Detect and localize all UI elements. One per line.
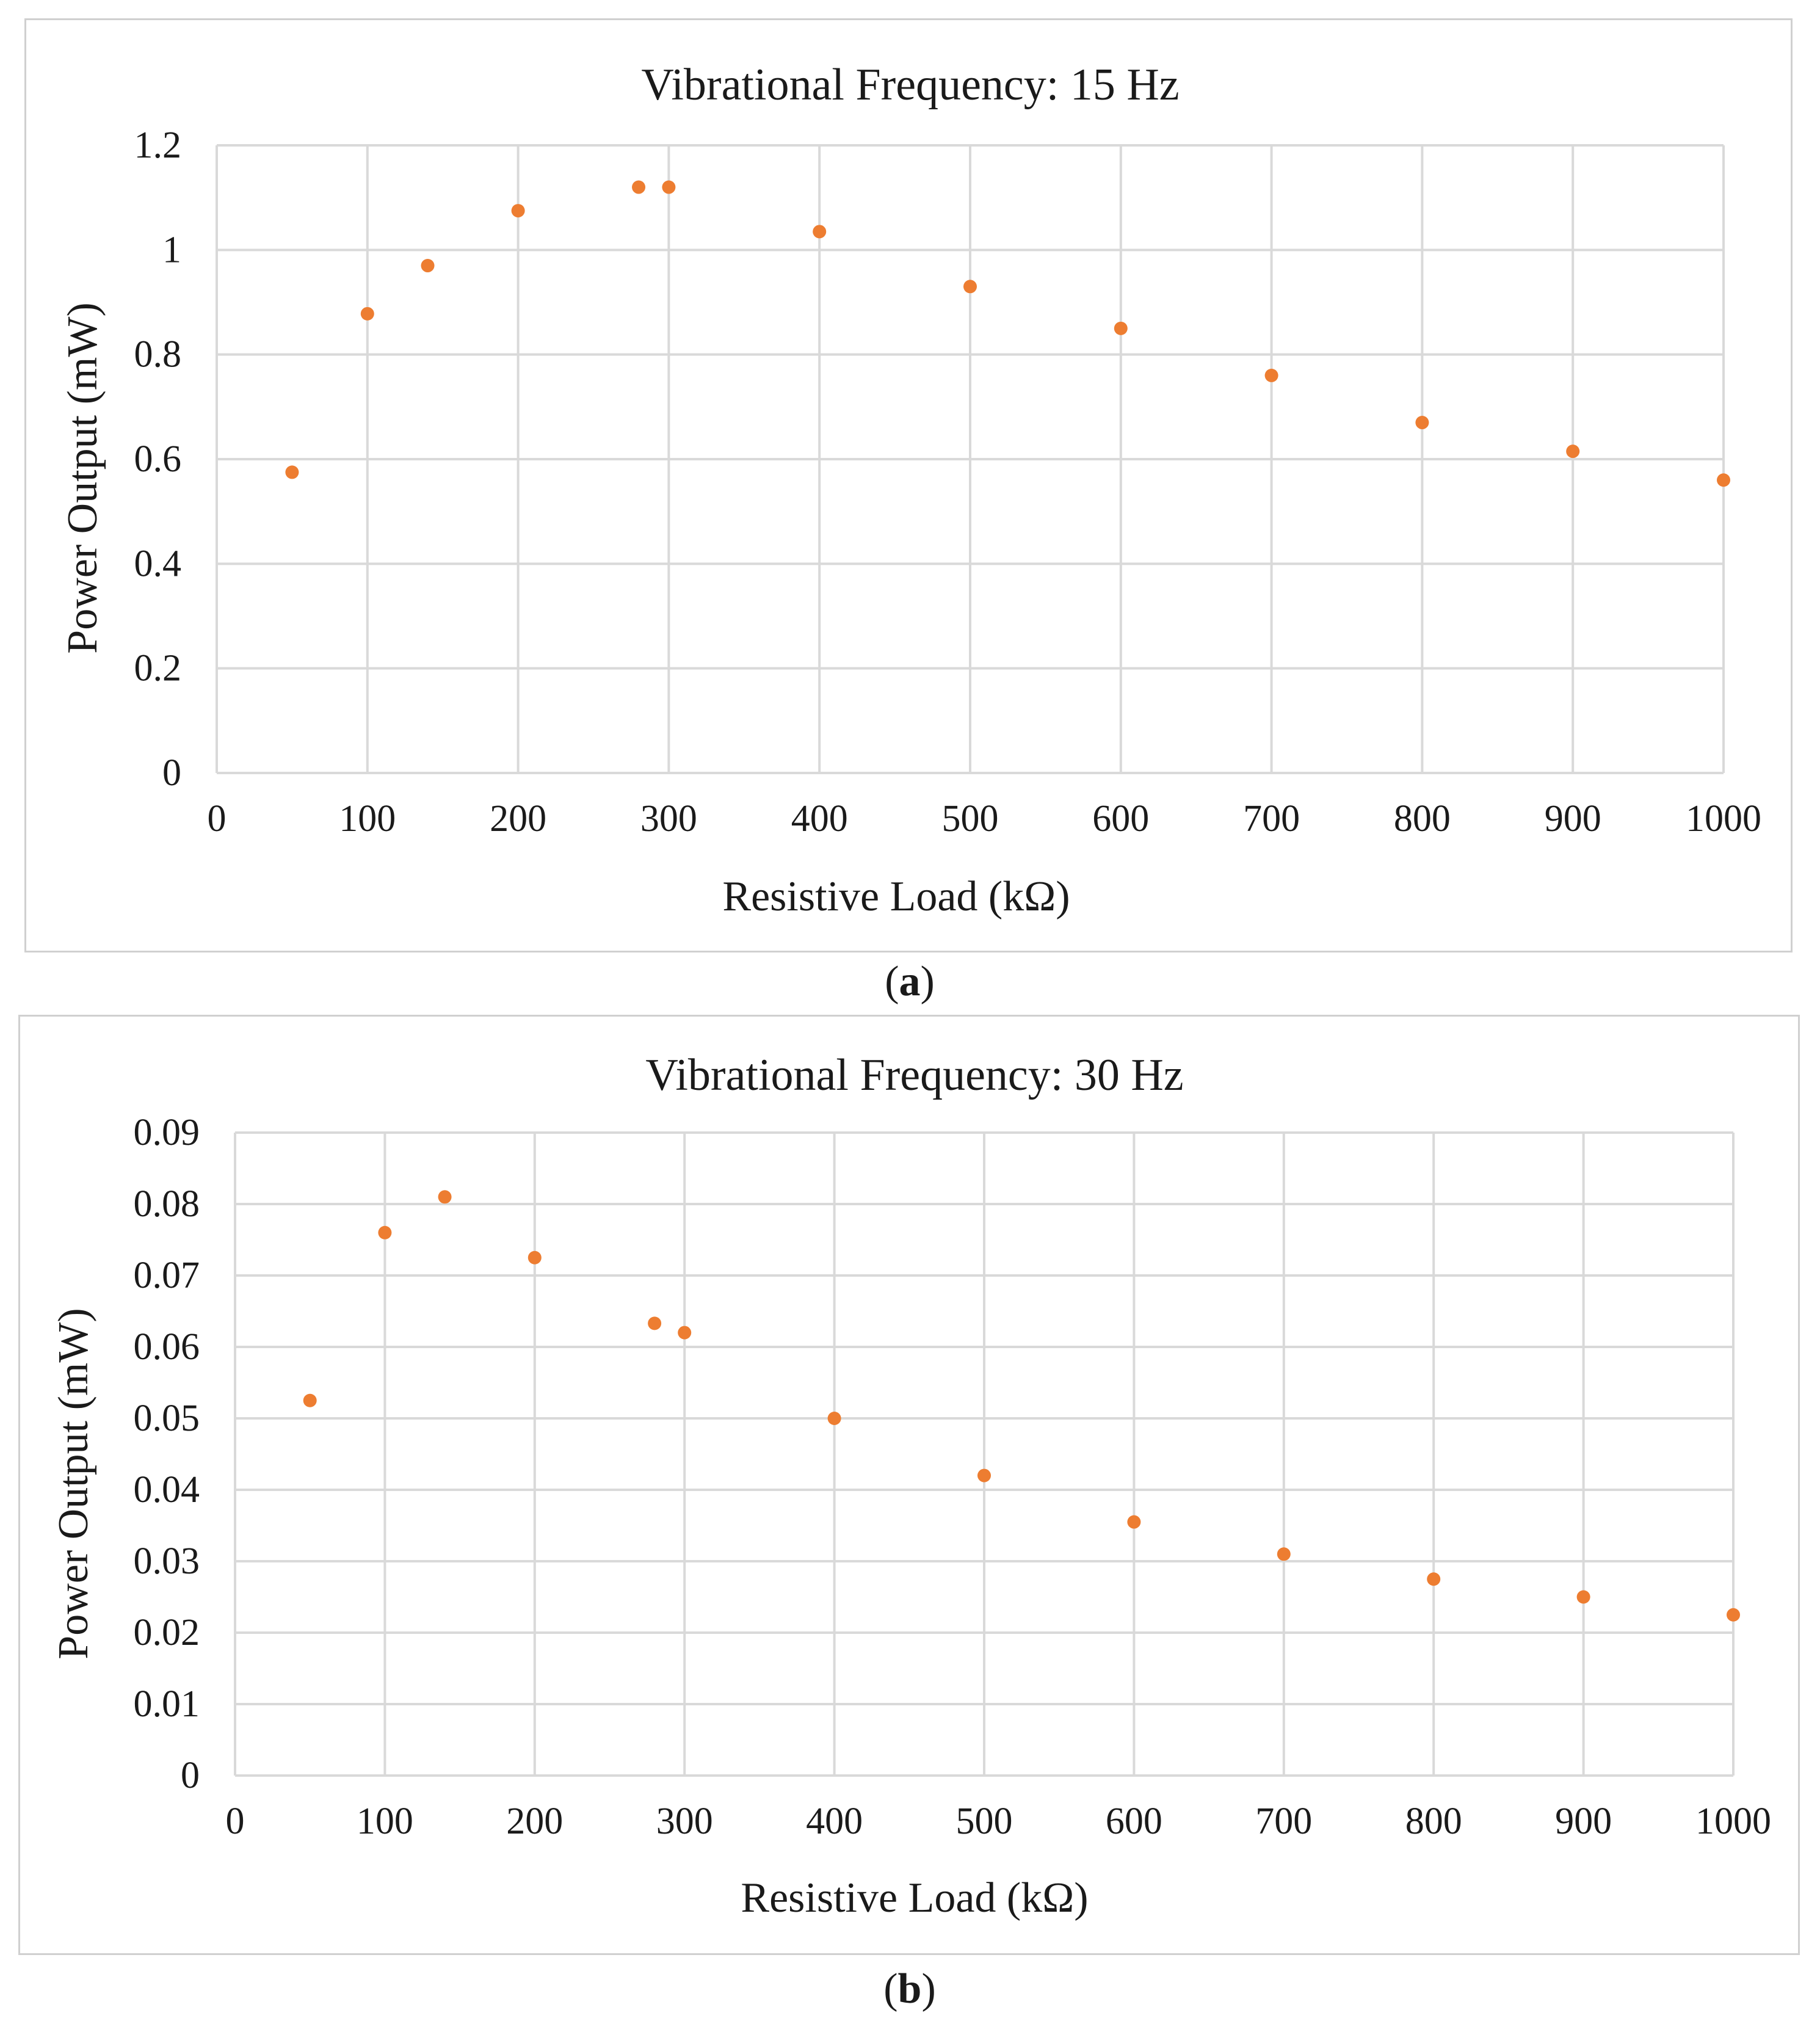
chart-b-xlabel: Resistive Load (kΩ) — [741, 1874, 1088, 1921]
chart-a-xtick-label-200: 200 — [490, 798, 546, 840]
chart-b-ytick-label-9: 0.09 — [134, 1112, 200, 1153]
chart-a-svg: 0 100 200 300 400 500 600 700 800 900 1000 0 0.2 0.4 0… — [59, 60, 1761, 920]
chart-a-point-5 — [662, 180, 676, 194]
chart-b-point-5 — [678, 1326, 692, 1340]
chart-b-xtick-label-600: 600 — [1106, 1801, 1162, 1842]
chart-a-point-6 — [813, 225, 827, 239]
chart-b-ytick-label-5: 0.05 — [134, 1398, 200, 1439]
chart-b-ytick-label-1: 0.01 — [134, 1683, 200, 1725]
caption-a: (a) — [885, 958, 935, 1005]
chart-a-xtick-label-500: 500 — [942, 798, 999, 840]
chart-b-xtick-label-300: 300 — [656, 1801, 713, 1842]
chart-b-ytick-label-3: 0.03 — [134, 1540, 200, 1582]
chart-b-point-1 — [378, 1225, 392, 1239]
chart-b-point-0 — [303, 1393, 317, 1407]
caption-b: (b) — [883, 1965, 936, 2012]
chart-a-xtick-label-600: 600 — [1092, 798, 1149, 840]
chart-a-xtick-label-0: 0 — [208, 798, 227, 840]
chart-a-xtick-label-1000: 1000 — [1686, 798, 1761, 840]
chart-a-point-9 — [1264, 368, 1278, 382]
chart-a-ytick-label-4: 0.8 — [134, 334, 182, 376]
chart-b-ytick-label-6: 0.06 — [134, 1326, 200, 1368]
chart-b-point-7 — [977, 1468, 991, 1482]
chart-b-ylabel: Power Output (mW) — [50, 1308, 97, 1659]
chart-panel-b: 0 100 200 300 400 500 600 700 800 900 1000 0 0.01 0.0… — [18, 1015, 1800, 1955]
chart-b-point-3 — [528, 1250, 542, 1264]
chart-b-point-8 — [1127, 1515, 1141, 1529]
chart-a-point-10 — [1415, 416, 1429, 430]
chart-b-point-6 — [827, 1412, 841, 1425]
chart-a-ytick-label-3: 0.6 — [134, 438, 182, 480]
chart-a-xtick-label-300: 300 — [640, 798, 697, 840]
chart-a-xtick-label-700: 700 — [1243, 798, 1300, 840]
chart-b-point-11 — [1576, 1590, 1590, 1604]
chart-a-point-7 — [963, 280, 977, 294]
chart-b-xtick-label-100: 100 — [357, 1801, 413, 1842]
chart-a-xtick-label-800: 800 — [1394, 798, 1451, 840]
chart-a-ytick-label-1: 0.2 — [134, 648, 182, 689]
caption-b-letter: b — [897, 1965, 922, 2012]
chart-b-title: Vibrational Frequency: 30 Hz — [645, 1050, 1183, 1100]
chart-a-point-8 — [1114, 321, 1128, 335]
chart-a-xlabel: Resistive Load (kΩ) — [722, 873, 1070, 920]
chart-b-ytick-label-7: 0.07 — [134, 1255, 200, 1296]
chart-b-ytick-label-4: 0.04 — [134, 1469, 200, 1511]
chart-b-xtick-label-500: 500 — [956, 1801, 1013, 1842]
chart-a-point-3 — [511, 204, 525, 218]
chart-b-point-4 — [648, 1316, 662, 1330]
chart-b-point-12 — [1727, 1608, 1740, 1622]
chart-a-point-1 — [360, 307, 374, 321]
chart-b-ytick-label-0: 0 — [181, 1755, 200, 1796]
chart-a-point-11 — [1566, 444, 1580, 459]
chart-b-xtick-label-1000: 1000 — [1695, 1801, 1771, 1842]
chart-b-xtick-label-800: 800 — [1405, 1801, 1462, 1842]
chart-b-xtick-label-200: 200 — [506, 1801, 563, 1842]
chart-b-point-2 — [438, 1190, 452, 1204]
chart-a-ytick-label-2: 0.4 — [134, 543, 182, 584]
chart-a-point-12 — [1717, 473, 1730, 487]
chart-a-xtick-label-400: 400 — [791, 798, 848, 840]
chart-b-ytick-label-8: 0.08 — [134, 1183, 200, 1225]
chart-b-xtick-label-0: 0 — [226, 1801, 245, 1842]
chart-b-xtick-label-700: 700 — [1255, 1801, 1312, 1842]
chart-b-xtick-label-900: 900 — [1555, 1801, 1612, 1842]
caption-a-letter: a — [899, 958, 921, 1005]
chart-a-point-2 — [421, 259, 435, 273]
chart-a-xtick-label-900: 900 — [1545, 798, 1601, 840]
chart-panel-a: 0 100 200 300 400 500 600 700 800 900 1000 0 0.2 0.4 0… — [24, 18, 1793, 952]
chart-a-ytick-label-6: 1.2 — [134, 125, 182, 166]
chart-a-ytick-label-5: 1 — [162, 229, 181, 270]
chart-b-xtick-label-400: 400 — [806, 1801, 863, 1842]
chart-a-point-4 — [632, 180, 646, 194]
chart-a-xtick-label-100: 100 — [339, 798, 396, 840]
chart-a-ylabel: Power Output (mW) — [59, 302, 106, 653]
chart-b-point-10 — [1427, 1572, 1441, 1586]
chart-b-svg: 0 100 200 300 400 500 600 700 800 900 1000 0 0.01 0.0… — [50, 1050, 1771, 1921]
chart-b-ytick-label-2: 0.02 — [134, 1612, 200, 1653]
chart-a-ytick-label-0: 0 — [162, 752, 181, 794]
chart-a-title: Vibrational Frequency: 15 Hz — [641, 60, 1179, 110]
chart-a-point-0 — [285, 465, 299, 479]
chart-b-point-9 — [1277, 1547, 1291, 1561]
